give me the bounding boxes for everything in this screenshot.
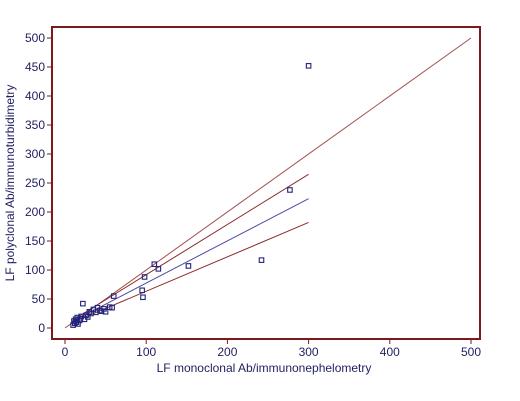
data-point	[139, 287, 145, 294]
identity-line	[64, 37, 472, 329]
y-tick-label: 50	[32, 292, 46, 306]
data-point	[185, 263, 192, 269]
data-point	[258, 257, 265, 263]
lower-confidence-line	[72, 221, 309, 323]
y-axis-title: LF polyclonal Ab/immunoturbidimetry	[3, 85, 17, 282]
y-tick-label: 350	[25, 118, 45, 132]
data-point	[141, 274, 148, 280]
y-tick-label: 200	[25, 205, 45, 219]
y-tick-label: 0	[38, 321, 45, 335]
data-point	[102, 308, 109, 315]
data-point	[109, 304, 115, 311]
x-tick-label: 500	[461, 345, 481, 359]
data-point	[305, 63, 312, 69]
data-point	[140, 294, 146, 301]
data-point	[75, 321, 81, 327]
x-tick-label: 100	[136, 345, 156, 359]
plot-frame	[51, 26, 481, 340]
y-tick-label: 250	[25, 176, 45, 190]
x-tick-label: 0	[62, 345, 69, 359]
line-layer	[64, 37, 472, 329]
point-layer	[70, 63, 312, 328]
regression-line	[72, 198, 309, 322]
data-point	[155, 266, 162, 272]
y-tick-label: 500	[25, 31, 45, 45]
upper-confidence-line	[72, 173, 309, 321]
x-axis-title: LF monoclonal Ab/immunonephelometry	[157, 361, 372, 375]
data-point	[151, 261, 158, 268]
y-tick-label: 150	[25, 234, 45, 248]
data-point	[84, 314, 91, 320]
x-tick-label: 400	[380, 345, 400, 359]
y-tick-label: 450	[25, 60, 45, 74]
tick-layer: 0 100 200 300 400 500 0 50 100 150 200 250 300 350 400…	[25, 31, 481, 359]
x-tick-label: 200	[217, 345, 237, 359]
y-tick-label: 300	[25, 147, 45, 161]
y-tick-label: 100	[25, 263, 45, 277]
data-point	[101, 306, 107, 312]
data-point	[110, 293, 117, 299]
x-tick-label: 300	[299, 345, 319, 359]
data-point	[287, 187, 293, 193]
data-point	[80, 300, 86, 307]
y-tick-label: 400	[25, 89, 45, 103]
